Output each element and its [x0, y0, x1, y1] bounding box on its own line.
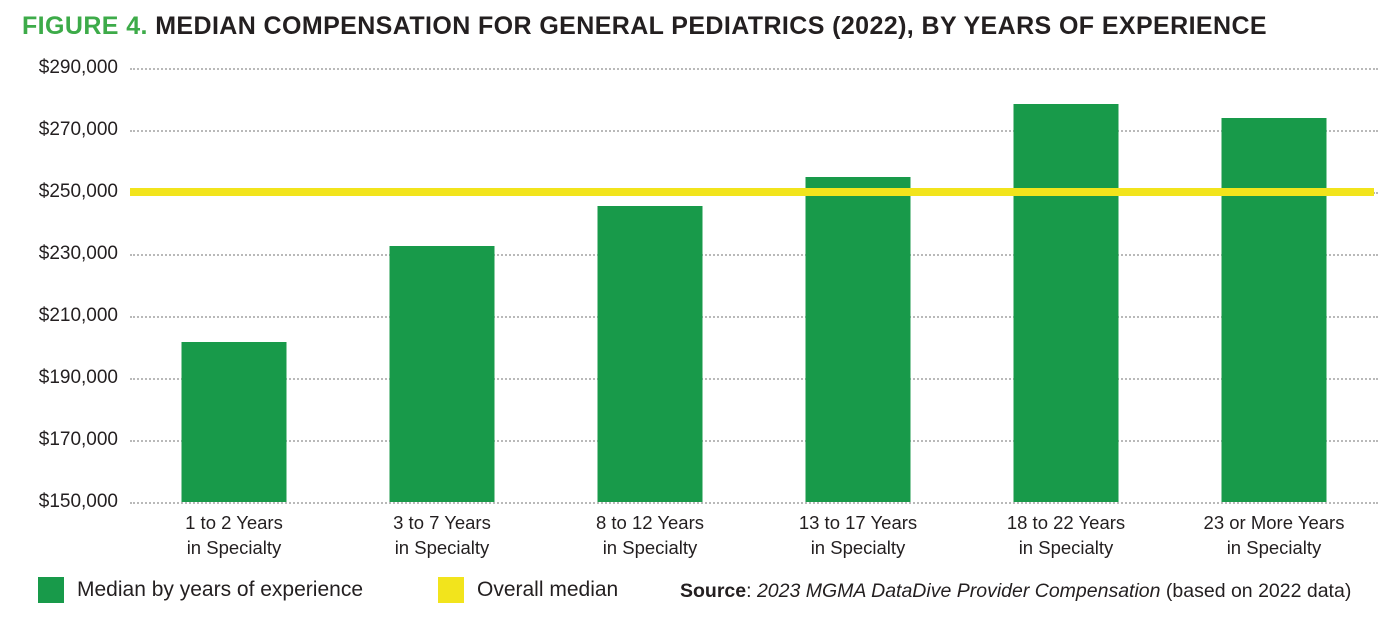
- gridline: [130, 316, 1378, 318]
- y-tick-label: $210,000: [38, 305, 118, 326]
- bar-5: [1013, 103, 1119, 502]
- source-colon: :: [746, 580, 757, 602]
- y-tick-label: $190,000: [38, 367, 118, 388]
- bar-2: [389, 246, 495, 502]
- bar-slot: [962, 68, 1170, 502]
- bar-slot: [1170, 68, 1378, 502]
- gridline: [130, 440, 1378, 442]
- x-label-4: 13 to 17 Years in Specialty: [798, 512, 918, 558]
- legend-swatch-green: [38, 577, 64, 603]
- figure-number: FIGURE 4.: [22, 12, 148, 40]
- figure-title: FIGURE 4. MEDIAN COMPENSATION FOR GENERA…: [22, 12, 1267, 41]
- bar-4: [805, 176, 911, 502]
- y-tick-label: $290,000: [38, 57, 118, 78]
- y-tick-label: $150,000: [38, 491, 118, 512]
- bar-6: [1221, 117, 1327, 502]
- overall-median-line: [130, 188, 1374, 196]
- bar-slot: [754, 68, 962, 502]
- y-axis: $290,000 $270,000 $250,000 $230,000 $210,000…: [0, 57, 118, 512]
- gridline: [130, 130, 1378, 132]
- gridline: [130, 254, 1378, 256]
- source-citation: 2023 MGMA DataDive Provider Compensation: [756, 580, 1161, 602]
- legend-swatch-yellow: [438, 577, 464, 603]
- y-tick-label: $170,000: [38, 429, 118, 450]
- source-prefix: Source: [680, 580, 747, 602]
- legend-item-overall-median: Overall median: [438, 577, 618, 603]
- x-label-2: 3 to 7 Years in Specialty: [393, 512, 491, 558]
- legend-label: Overall median: [477, 578, 619, 601]
- x-label-6: 23 or More Years in Specialty: [1203, 512, 1345, 558]
- gridline: [130, 378, 1378, 380]
- bar-slot: [130, 68, 338, 502]
- y-tick-label: $270,000: [38, 119, 118, 140]
- y-tick-label: $230,000: [38, 243, 118, 264]
- legend-item-median-by-experience: Median by years of experience: [38, 577, 363, 603]
- source-suffix: (based on 2022 data): [1160, 580, 1352, 602]
- x-label-3: 8 to 12 Years in Specialty: [595, 512, 704, 558]
- x-label-5: 18 to 22 Years in Specialty: [1006, 512, 1126, 558]
- legend-label: Median by years of experience: [77, 578, 363, 601]
- x-label-1: 1 to 2 Years in Specialty: [185, 512, 283, 558]
- bar-1: [181, 342, 287, 502]
- bar-3: [597, 205, 703, 502]
- gridline: [130, 68, 1378, 70]
- bars-layer: [130, 68, 1378, 502]
- x-axis-labels: 1 to 2 Years in Specialty 3 to 7 Years in…: [130, 510, 1378, 560]
- y-tick-label: $250,000: [38, 181, 118, 202]
- figure-title-text: MEDIAN COMPENSATION FOR GENERAL PEDIATRI…: [147, 12, 1267, 40]
- plot-area: [130, 68, 1378, 504]
- bar-slot: [338, 68, 546, 502]
- bar-slot: [546, 68, 754, 502]
- source-text: Source: 2023 MGMA DataDive Provider Comp…: [680, 580, 1351, 603]
- gridline: [130, 502, 1378, 504]
